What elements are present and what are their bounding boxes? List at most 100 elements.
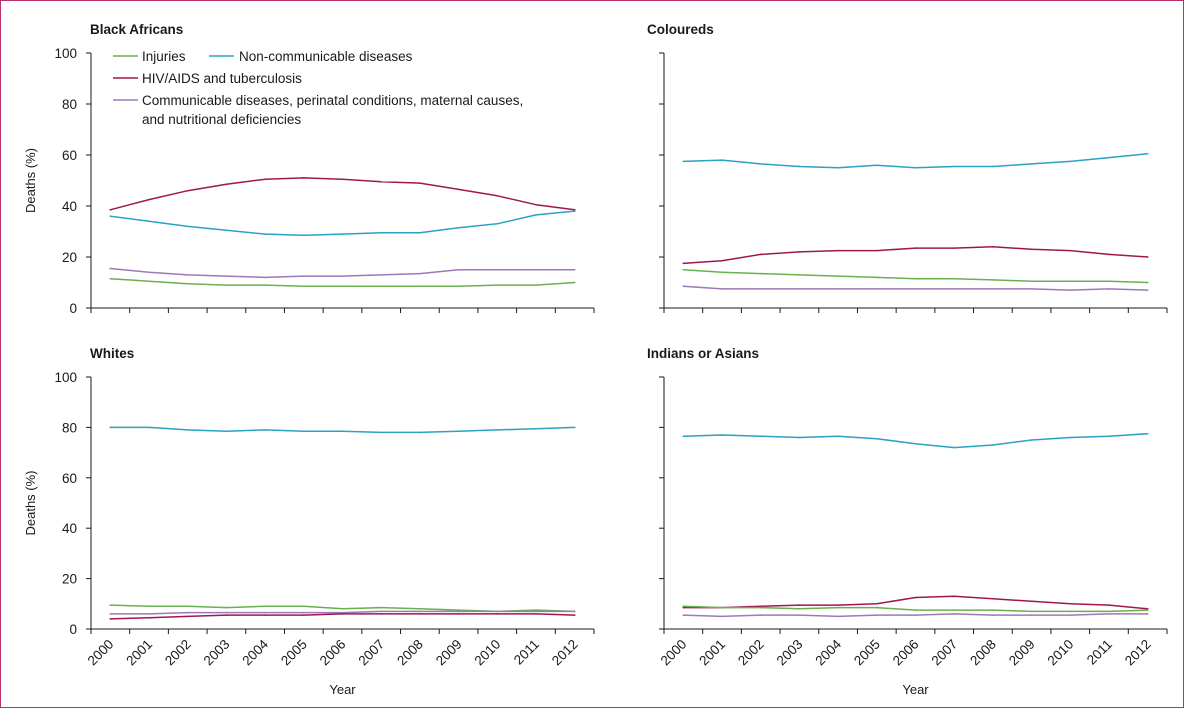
series-line-injuries — [682, 269, 1149, 284]
data-point-injuries — [759, 606, 762, 609]
data-point-ncd — [798, 436, 801, 439]
data-point-communicable — [992, 288, 994, 290]
data-point-communicable — [992, 614, 994, 616]
data-point-injuries — [535, 609, 537, 611]
x-tick-label: 2012 — [1122, 637, 1154, 669]
data-point-injuries — [303, 285, 305, 288]
x-tick-label: 2007 — [355, 637, 387, 669]
data-point-communicable — [1146, 289, 1149, 291]
panel-title: Coloureds — [647, 22, 714, 37]
data-point-injuries — [303, 605, 305, 608]
data-point-ncd — [759, 163, 762, 165]
data-point-hiv_tb — [148, 198, 150, 201]
data-point-injuries — [1108, 280, 1110, 283]
x-tick-label: 2007 — [928, 637, 960, 669]
data-point-injuries — [1069, 610, 1072, 613]
data-point-communicable — [341, 275, 344, 277]
data-point-communicable — [535, 268, 537, 271]
data-point-hiv_tb — [876, 603, 878, 605]
data-point-hiv_tb — [1146, 608, 1149, 610]
x-tick-label: 2008 — [967, 637, 999, 669]
data-point-hiv_tb — [1030, 600, 1033, 603]
data-point-communicable — [1030, 614, 1033, 616]
data-point-communicable — [225, 611, 228, 614]
y-tick-label: 40 — [62, 521, 77, 536]
data-point-ncd — [264, 233, 266, 235]
data-point-injuries — [264, 605, 266, 608]
data-point-ncd — [186, 225, 189, 228]
data-point-ncd — [682, 160, 685, 163]
data-point-hiv_tb — [1146, 256, 1149, 258]
data-point-hiv_tb — [225, 614, 228, 616]
data-point-communicable — [1069, 614, 1072, 616]
data-point-injuries — [1069, 280, 1072, 283]
data-point-hiv_tb — [264, 178, 266, 181]
data-point-injuries — [419, 285, 421, 288]
data-point-injuries — [798, 608, 801, 610]
data-point-ncd — [837, 435, 839, 438]
x-tick-label: 2010 — [1045, 637, 1077, 669]
data-point-ncd — [496, 223, 499, 225]
y-tick-label: 80 — [62, 420, 77, 435]
data-point-ncd — [721, 434, 723, 436]
y-tick-label: 20 — [62, 572, 77, 587]
series-line-ncd — [682, 152, 1149, 169]
data-point-ncd — [225, 229, 228, 232]
data-point-injuries — [148, 280, 150, 283]
data-point-hiv_tb — [876, 249, 878, 252]
x-tick-label: 2009 — [1006, 637, 1038, 669]
data-point-hiv_tb — [148, 616, 150, 619]
data-point-hiv_tb — [573, 614, 576, 616]
data-point-hiv_tb — [682, 262, 685, 265]
data-point-injuries — [992, 279, 994, 281]
data-point-communicable — [380, 274, 382, 276]
series-line-hiv_tb — [109, 177, 576, 211]
data-point-hiv_tb — [798, 251, 801, 253]
series-line-ncd — [109, 210, 576, 237]
data-point-injuries — [380, 285, 382, 288]
data-point-ncd — [341, 233, 344, 235]
data-point-hiv_tb — [1069, 603, 1072, 605]
data-point-ncd — [225, 430, 228, 432]
x-tick-label: 2000 — [85, 637, 117, 669]
data-point-ncd — [992, 165, 994, 168]
data-point-hiv_tb — [682, 606, 685, 609]
data-point-communicable — [953, 288, 955, 290]
data-point-hiv_tb — [914, 247, 917, 249]
data-point-communicable — [759, 614, 762, 616]
data-point-injuries — [535, 284, 537, 286]
data-point-communicable — [759, 288, 762, 290]
data-point-injuries — [876, 606, 878, 609]
y-axis-title: Deaths (%) — [23, 148, 38, 213]
data-point-communicable — [264, 611, 266, 614]
data-point-communicable — [914, 288, 917, 290]
data-point-ncd — [380, 231, 382, 234]
data-point-injuries — [1146, 281, 1149, 284]
data-point-injuries — [914, 609, 917, 611]
data-point-communicable — [837, 288, 839, 290]
data-point-ncd — [496, 429, 499, 431]
x-tick-label: 2001 — [696, 637, 728, 669]
data-point-communicable — [573, 268, 576, 271]
data-point-ncd — [914, 166, 917, 169]
data-point-ncd — [264, 429, 266, 431]
x-axis-title: Year — [329, 682, 356, 697]
data-point-injuries — [457, 609, 460, 611]
data-point-injuries — [341, 285, 344, 288]
panel-black-africans: Black Africans 0 20 40 60 80 100 Deaths (%) — [23, 22, 595, 316]
data-point-injuries — [992, 609, 994, 611]
data-point-injuries — [496, 284, 499, 286]
data-point-injuries — [457, 285, 460, 288]
y-tick-label: 40 — [62, 199, 77, 214]
data-point-hiv_tb — [109, 618, 112, 620]
data-point-ncd — [876, 164, 878, 166]
x-tick-label: 2004 — [239, 636, 271, 668]
data-point-hiv_tb — [303, 177, 305, 179]
y-tick-label: 60 — [62, 471, 77, 486]
data-point-injuries — [1108, 610, 1110, 613]
y-tick-label: 60 — [62, 148, 77, 163]
data-point-ncd — [1069, 160, 1072, 163]
data-point-communicable — [837, 615, 839, 618]
